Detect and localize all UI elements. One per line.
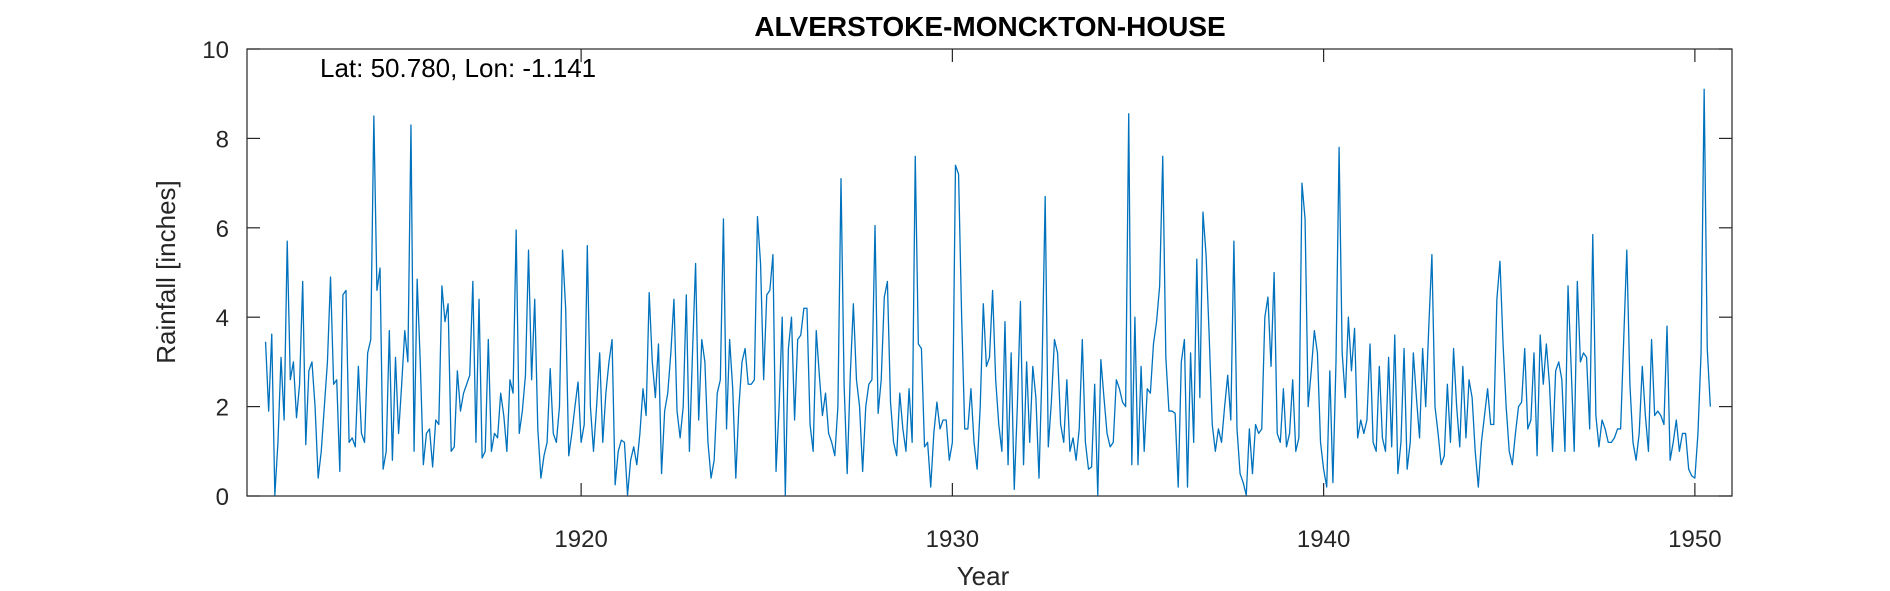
x-tick-label: 1950 bbox=[1668, 526, 1721, 553]
y-tick-labels: 0 2 4 6 8 10 bbox=[202, 37, 229, 511]
x-tick-label: 1920 bbox=[554, 526, 607, 553]
x-tick-label: 1940 bbox=[1297, 526, 1350, 553]
chart-title: ALVERSTOKE-MONCKTON-HOUSE bbox=[754, 11, 1225, 42]
y-tick-label: 8 bbox=[216, 126, 229, 153]
x-tick-labels: 1920 1930 1940 1950 bbox=[554, 526, 1721, 553]
x-tick-label: 1930 bbox=[926, 526, 979, 553]
y-tick-label: 0 bbox=[216, 484, 229, 511]
y-axis-label: Rainfall [inches] bbox=[151, 180, 181, 364]
x-axis-label: Year bbox=[957, 561, 1010, 591]
plot-area bbox=[246, 48, 1733, 497]
rainfall-series-line bbox=[264, 88, 1711, 496]
y-tick-label: 4 bbox=[216, 305, 229, 332]
y-tick-label: 6 bbox=[216, 216, 229, 243]
y-tick-label: 10 bbox=[202, 37, 229, 64]
axis-ticks bbox=[247, 48, 1732, 497]
y-tick-label: 2 bbox=[216, 395, 229, 422]
location-annotation: Lat: 50.780, Lon: -1.141 bbox=[320, 53, 596, 83]
